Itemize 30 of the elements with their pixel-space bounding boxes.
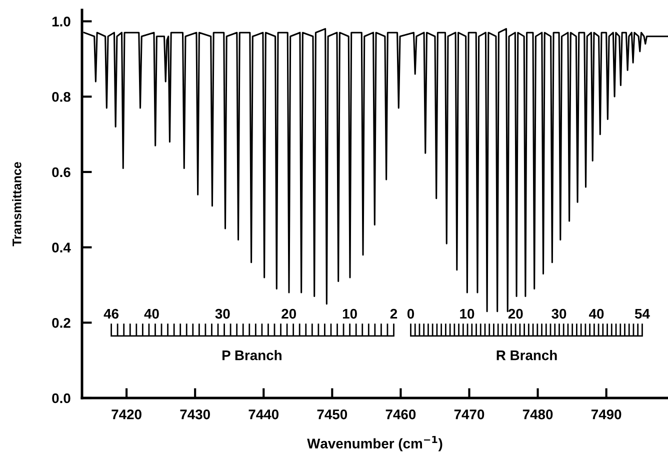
annotation: 0 (407, 308, 414, 319)
y-tick-label: 0.2 (52, 318, 70, 328)
annotation: 2 (390, 308, 398, 319)
x-tick-label: 7430 (180, 409, 210, 420)
x-tick-label: 7490 (591, 409, 622, 420)
y-axis-title: Transmittance (12, 162, 22, 246)
annotation: 54 (634, 309, 650, 319)
annotation: 20 (508, 308, 523, 319)
x-tick-label: 7480 (522, 409, 553, 420)
annotation: 10 (342, 308, 357, 319)
y-tick-label: 0.4 (52, 242, 71, 252)
x-tick-label: 7470 (454, 409, 484, 420)
annotation: P Branch (222, 350, 282, 360)
annotation: 30 (552, 308, 566, 319)
x-tick-label: 7460 (386, 409, 416, 420)
x-tick-label: 7420 (112, 409, 142, 420)
annotation: 10 (460, 308, 474, 319)
annotation: 46 (104, 308, 119, 319)
annotation: 40 (588, 308, 604, 319)
annotation: 30 (215, 308, 230, 319)
annotation: 20 (282, 308, 296, 319)
x-axis-title: Wavenumber (cm$^{−1}$) (307, 436, 442, 452)
y-tick-label: 0.8 (52, 92, 70, 102)
annotation: R Branch (496, 350, 557, 360)
y-tick-label: 0.0 (52, 393, 70, 404)
x-tick-label: 7440 (248, 409, 279, 420)
y-tick-label: 1.0 (52, 16, 70, 26)
y-tick-label: 0.6 (52, 167, 70, 178)
annotation: 40 (144, 308, 159, 319)
x-tick-label: 7450 (317, 409, 348, 420)
